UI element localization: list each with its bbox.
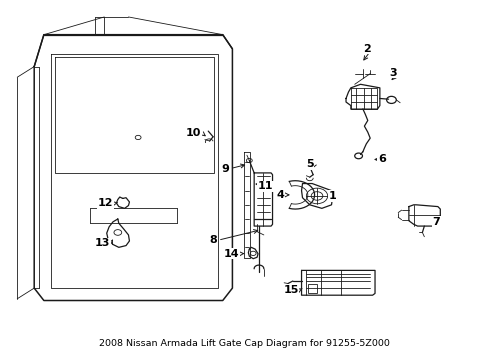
Text: 12: 12	[97, 198, 113, 208]
Text: 13: 13	[95, 238, 110, 248]
Text: 14: 14	[224, 249, 239, 259]
Text: 15: 15	[283, 285, 298, 295]
Text: 11: 11	[258, 181, 273, 192]
Text: 9: 9	[221, 164, 228, 174]
Text: 7: 7	[432, 217, 439, 227]
Text: 1: 1	[328, 191, 336, 201]
Text: 3: 3	[389, 68, 396, 78]
Bar	[308, 284, 316, 293]
Text: 10: 10	[185, 128, 201, 138]
Text: 2008 Nissan Armada Lift Gate Cap Diagram for 91255-5Z000: 2008 Nissan Armada Lift Gate Cap Diagram…	[99, 339, 389, 348]
Text: 8: 8	[209, 235, 217, 245]
Text: 6: 6	[377, 154, 385, 165]
Text: 2: 2	[363, 44, 370, 54]
Text: 5: 5	[305, 159, 313, 169]
Text: 4: 4	[276, 190, 284, 200]
